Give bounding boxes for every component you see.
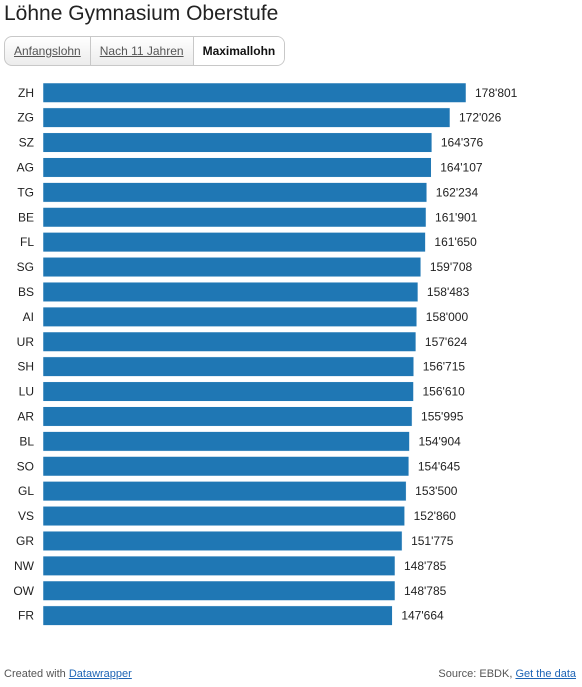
- source-text: Source: EBDK,: [438, 668, 513, 680]
- value-label: 164'376: [441, 136, 484, 150]
- bar: [42, 306, 418, 327]
- bar: [42, 157, 432, 178]
- tab-maximallohn[interactable]: Maximallohn: [193, 37, 285, 65]
- category-label: FR: [18, 609, 34, 623]
- value-label: 156'610: [423, 385, 466, 399]
- bar: [42, 381, 414, 402]
- bar: [42, 580, 396, 601]
- category-label: BL: [19, 434, 34, 448]
- bar: [42, 555, 396, 576]
- bar: [42, 132, 433, 153]
- category-label: OW: [13, 584, 34, 598]
- category-label: GR: [16, 534, 34, 548]
- category-label: BS: [18, 285, 34, 299]
- bar: [42, 331, 417, 352]
- value-label: 172'026: [459, 111, 502, 125]
- value-label: 158'000: [426, 310, 469, 324]
- category-label: UR: [17, 335, 35, 349]
- credits-text: Created with: [4, 668, 66, 680]
- value-label: 154'904: [418, 434, 461, 448]
- value-label: 161'650: [434, 235, 477, 249]
- tab-anfangslohn[interactable]: Anfangslohn: [5, 37, 91, 65]
- bar: [42, 456, 410, 477]
- bar: [42, 530, 403, 551]
- category-label: BE: [18, 210, 34, 224]
- value-label: 153'500: [415, 484, 458, 498]
- value-label: 157'624: [425, 335, 468, 349]
- category-label: AR: [17, 409, 34, 423]
- value-label: 147'664: [401, 609, 444, 623]
- value-label: 159'708: [430, 260, 473, 274]
- bar: [42, 406, 413, 427]
- value-label: 148'785: [404, 584, 447, 598]
- category-label: SO: [17, 459, 34, 473]
- category-label: SZ: [19, 136, 34, 150]
- value-label: 148'785: [404, 559, 447, 573]
- bar: [42, 82, 467, 103]
- category-label: TG: [17, 185, 34, 199]
- chart-title: Löhne Gymnasium Oberstufe: [4, 2, 279, 25]
- category-label: ZG: [17, 111, 34, 125]
- category-label: AI: [23, 310, 34, 324]
- value-label: 155'995: [421, 409, 464, 423]
- bar: [42, 107, 451, 128]
- bar: [42, 605, 393, 626]
- value-label: 158'483: [427, 285, 470, 299]
- tab-nach-11-jahren[interactable]: Nach 11 Jahren: [91, 37, 194, 65]
- category-label: FL: [20, 235, 34, 249]
- bar: [42, 481, 407, 502]
- bar: [42, 356, 414, 377]
- category-label: AG: [17, 160, 34, 174]
- datawrapper-link[interactable]: Datawrapper: [68, 668, 132, 680]
- metric-tab-bar: Anfangslohn Nach 11 Jahren Maximallohn: [4, 36, 286, 66]
- value-label: 161'901: [435, 210, 478, 224]
- category-label: GL: [18, 484, 34, 498]
- category-label: SH: [17, 360, 34, 374]
- bar: [42, 257, 422, 278]
- category-label: LU: [19, 385, 34, 399]
- value-label: 164'107: [440, 160, 483, 174]
- bar: [42, 506, 405, 527]
- category-label: ZH: [18, 86, 34, 100]
- category-label: NW: [14, 559, 35, 573]
- value-label: 152'860: [414, 509, 457, 523]
- category-label: VS: [18, 509, 34, 523]
- bar: [42, 207, 427, 228]
- value-label: 162'234: [436, 185, 479, 199]
- category-label: SG: [17, 260, 34, 274]
- bar: [42, 431, 410, 452]
- source: Source: EBDK, Get the data: [438, 668, 576, 680]
- bar: [42, 182, 428, 203]
- value-label: 156'715: [423, 360, 466, 374]
- value-label: 151'775: [411, 534, 454, 548]
- bar-chart: ZH 178'801 ZG 172'026 SZ 164'376 AG 164'107 TG 16…: [13, 82, 518, 626]
- value-label: 178'801: [475, 86, 518, 100]
- bar: [42, 281, 419, 302]
- get-the-data-link[interactable]: Get the data: [515, 668, 576, 680]
- bar: [42, 232, 426, 253]
- value-label: 154'645: [418, 459, 461, 473]
- credits: Created with Datawrapper: [4, 668, 132, 680]
